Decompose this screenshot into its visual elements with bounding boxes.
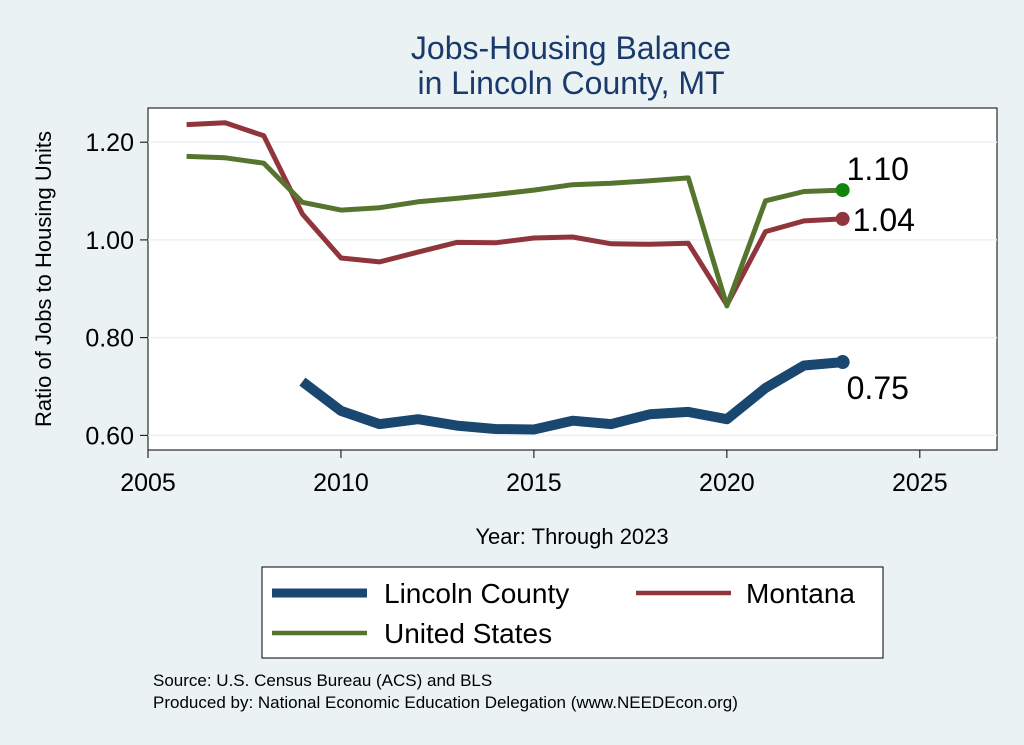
y-tick-label: 0.80 [85, 325, 134, 353]
gridlines [148, 141, 997, 437]
legend-box [261, 566, 884, 659]
y-tick-label: 1.20 [85, 129, 134, 157]
x-tick-label: 2020 [699, 469, 755, 497]
y-tick-label: 0.60 [85, 422, 134, 450]
x-tick-label: 2025 [892, 469, 948, 497]
x-tick-label: 2015 [506, 469, 562, 497]
x-axis-title: Year: Through 2023 [475, 524, 668, 549]
x-tick-label: 2010 [313, 469, 369, 497]
chart-title-line-1: Jobs-Housing Balance [411, 30, 731, 66]
end-marker-montana [835, 211, 850, 226]
x-axis: 2005 2010 2015 2020 2025 [120, 450, 948, 497]
legend-label-montana: Montana [746, 578, 855, 609]
series-line-united-states [186, 153, 843, 309]
x-tick-label: 2005 [120, 469, 176, 497]
end-value-label-united-states: 1.10 [847, 151, 909, 187]
plot-area [147, 107, 998, 451]
end-marker-united-states [835, 183, 850, 198]
end-value-label-montana: 1.04 [853, 202, 915, 238]
series-line-lincoln-county [299, 357, 844, 435]
end-marker-lincoln-county [835, 355, 850, 370]
source-note: Source: U.S. Census Bureau (ACS) and BLS [153, 671, 492, 690]
legend-label-united-states: United States [384, 618, 552, 649]
legend-label-lincoln-county: Lincoln County [384, 578, 569, 609]
end-value-label-lincoln-county: 0.75 [847, 370, 909, 406]
y-axis: 0.60 0.80 1.00 1.20 [85, 129, 148, 450]
series-layer: 0.75 1.04 1.10 [186, 120, 915, 435]
y-tick-label: 1.00 [85, 227, 134, 255]
legend: Lincoln County Montana United States [261, 566, 884, 659]
y-axis-title: Ratio of Jobs to Housing Units [31, 131, 56, 427]
chart-title-line-2: in Lincoln County, MT [417, 65, 724, 101]
producer-note: Produced by: National Economic Education… [153, 693, 738, 712]
